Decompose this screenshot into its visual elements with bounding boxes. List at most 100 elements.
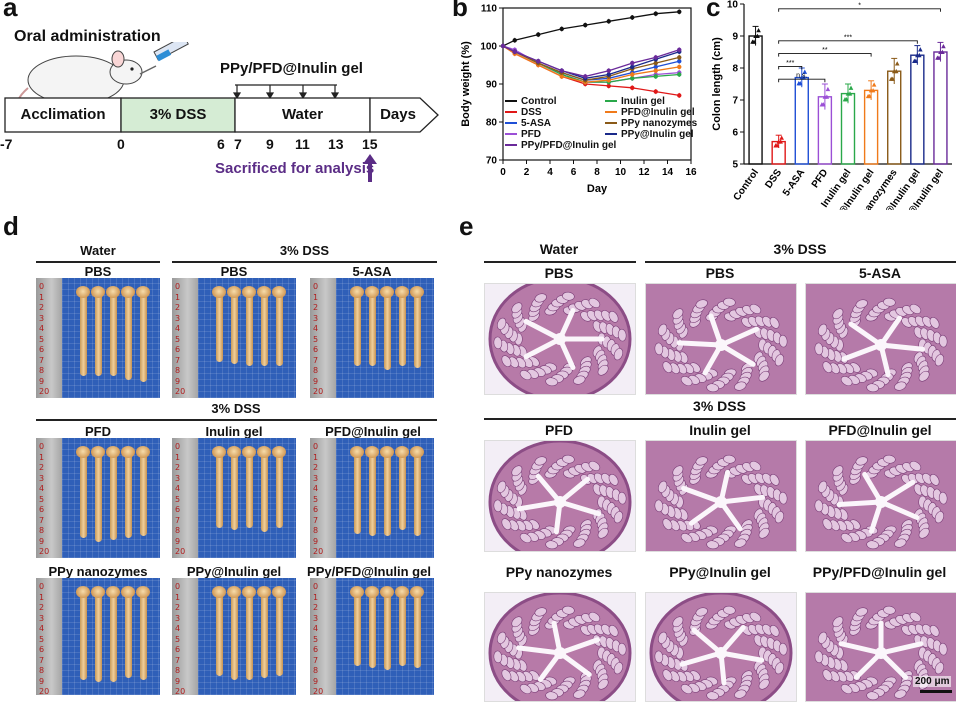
- photo-label: PFD@Inulin gel: [306, 424, 440, 439]
- y-tick-label: 70: [486, 156, 498, 167]
- ruler-tick-label: 3: [175, 474, 180, 483]
- colon-specimen: [369, 592, 376, 668]
- tissue-section: [806, 284, 956, 394]
- lumen-center: [875, 647, 887, 659]
- ruler-tick-label: 2: [39, 463, 44, 472]
- data-point: [677, 65, 681, 69]
- ruler-tick-label: 7: [175, 356, 180, 365]
- bar: [749, 36, 762, 164]
- x-tick-label: PFD: [810, 167, 830, 190]
- lumen-center: [715, 496, 727, 508]
- colon-specimen: [384, 292, 391, 370]
- colon-specimen: [414, 592, 421, 668]
- x-tick-label: Control: [732, 167, 762, 203]
- ruler-tick-label: 3: [39, 474, 44, 483]
- data-point: [607, 69, 611, 73]
- phase-days: Days: [372, 106, 424, 123]
- x-tick-label: DSS: [763, 167, 784, 190]
- ruler-tick-label: 9: [313, 677, 318, 686]
- colon-specimen: [140, 292, 147, 382]
- colon-specimen: [354, 452, 361, 534]
- legend-label: PPy nanozymes: [621, 118, 697, 129]
- data-point: [677, 48, 681, 52]
- ruler-tick-label: 2: [175, 463, 180, 472]
- ruler-tick-label: 7: [313, 516, 318, 525]
- y-axis-label: Body weight (%): [460, 41, 472, 127]
- lumen-center: [875, 496, 887, 508]
- data-point: [941, 44, 946, 48]
- panel-d-header-water: Water: [36, 243, 160, 258]
- legend-label: PFD: [521, 129, 541, 140]
- ruler-tick-label: 2: [39, 303, 44, 312]
- y-tick-label: 7: [732, 96, 738, 107]
- legend-item: PPy@Inulin gel: [605, 129, 694, 140]
- colon-specimen: [384, 592, 391, 670]
- day-tick: 0: [117, 136, 125, 152]
- lumen-center: [875, 339, 887, 351]
- legend-label: Control: [521, 96, 557, 107]
- y-axis-label: Colon length (cm): [711, 37, 723, 131]
- photo-label: PPy nanozymes: [36, 564, 160, 579]
- histology-image: [805, 283, 956, 395]
- ruler-tick-label: 20: [175, 687, 185, 695]
- colon-specimen: [414, 452, 421, 536]
- colon-specimen: [246, 452, 253, 528]
- data-point: [630, 72, 634, 76]
- ruler-tick-label: 6: [175, 345, 180, 354]
- ruler-tick-label: 6: [39, 505, 44, 514]
- ruler-tick-label: 0: [39, 282, 44, 291]
- ruler-tick-label: 1: [175, 293, 180, 302]
- data-point: [677, 72, 681, 76]
- legend-swatch: [505, 122, 517, 124]
- divider: [36, 419, 437, 421]
- colon-specimen: [369, 292, 376, 366]
- colon-specimen: [276, 292, 283, 366]
- histology-image: [645, 440, 797, 552]
- ruler-tick-label: 1: [39, 453, 44, 462]
- data-point: [756, 28, 761, 32]
- panel-e-header-dss: 3% DSS: [645, 241, 955, 257]
- ruler-tick-label: 5: [39, 335, 44, 344]
- colon-specimen: [95, 592, 102, 682]
- tissue-section: [646, 284, 796, 394]
- y-tick-label: 9: [732, 32, 738, 43]
- ruler-tick-label: 8: [175, 666, 180, 675]
- tissue-section: [485, 593, 635, 701]
- colon-specimen: [95, 292, 102, 376]
- ruler-tick-label: 1: [313, 453, 318, 462]
- x-tick-label: 12: [638, 167, 650, 178]
- ruler-tick-label: 20: [39, 687, 49, 695]
- legend-label: DSS: [521, 107, 542, 118]
- ruler-tick-label: 0: [175, 282, 180, 291]
- data-point: [654, 12, 658, 16]
- legend-swatch: [605, 111, 617, 113]
- panel-d-header-dss: 3% DSS: [172, 243, 437, 258]
- data-point: [895, 61, 900, 65]
- phase-acclimation: Acclimation: [6, 106, 120, 123]
- legend-label: PPy@Inulin gel: [621, 129, 694, 140]
- ruler-tick-label: 8: [175, 526, 180, 535]
- data-point: [630, 86, 634, 90]
- x-tick-label: 4: [547, 167, 553, 178]
- ruler-tick-label: 4: [175, 324, 180, 333]
- y-tick-label: 5: [732, 160, 738, 171]
- data-point: [513, 38, 517, 42]
- photo-label: PFD: [36, 424, 160, 439]
- colon-specimen: [399, 452, 406, 530]
- ruler-tick-label: 20: [39, 387, 49, 396]
- ruler-tick-label: 20: [39, 547, 49, 556]
- legend-swatch: [605, 100, 617, 102]
- ruler-tick-label: 20: [313, 547, 323, 556]
- y-tick-label: 110: [481, 4, 498, 15]
- colon-specimen: [246, 292, 253, 366]
- ruler-tick-label: 9: [175, 537, 180, 546]
- x-tick-label: 14: [662, 167, 674, 178]
- histology-image: [484, 283, 636, 395]
